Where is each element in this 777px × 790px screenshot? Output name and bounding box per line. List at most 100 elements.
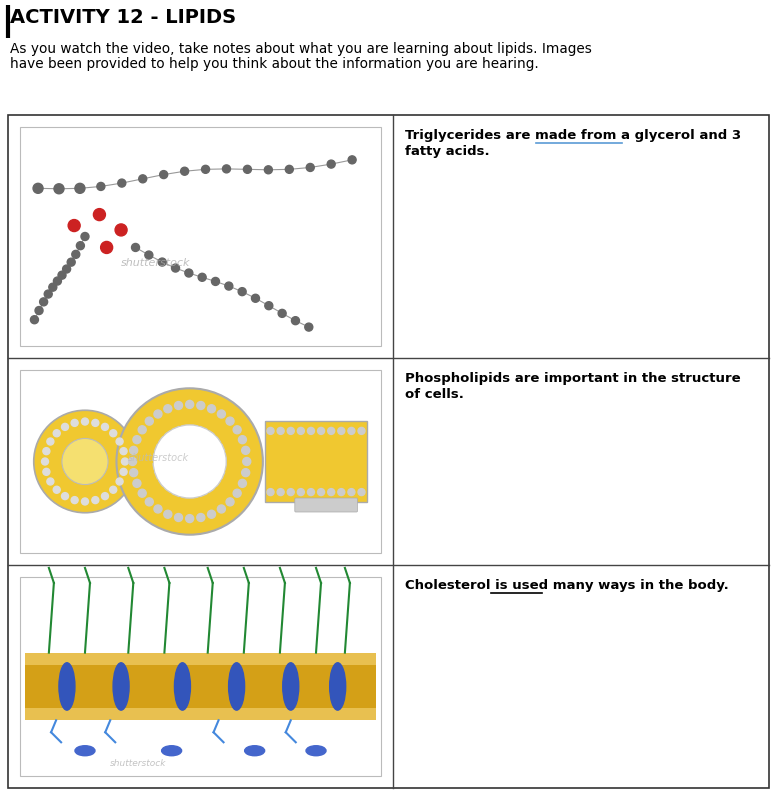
Circle shape: [252, 294, 260, 303]
Circle shape: [118, 179, 126, 187]
Bar: [20, 127, 381, 346]
Circle shape: [47, 438, 54, 445]
Circle shape: [338, 488, 345, 495]
Circle shape: [145, 251, 153, 259]
Circle shape: [41, 458, 48, 465]
FancyBboxPatch shape: [294, 498, 357, 512]
Circle shape: [242, 468, 249, 476]
Circle shape: [58, 271, 66, 279]
Circle shape: [67, 258, 75, 266]
Circle shape: [159, 258, 166, 266]
Circle shape: [226, 498, 234, 506]
Circle shape: [44, 290, 52, 298]
Circle shape: [63, 265, 71, 273]
Circle shape: [175, 514, 183, 521]
Circle shape: [201, 165, 210, 173]
Circle shape: [133, 480, 141, 487]
Circle shape: [97, 182, 105, 190]
Circle shape: [306, 164, 314, 171]
Circle shape: [327, 160, 335, 168]
Circle shape: [110, 487, 117, 493]
Ellipse shape: [162, 746, 182, 756]
Circle shape: [154, 410, 162, 418]
Ellipse shape: [245, 746, 265, 756]
Circle shape: [264, 166, 273, 174]
Circle shape: [348, 156, 356, 164]
Text: of cells.: of cells.: [405, 388, 464, 401]
Circle shape: [207, 510, 215, 518]
Circle shape: [198, 273, 206, 281]
Circle shape: [172, 264, 179, 272]
Circle shape: [138, 426, 146, 434]
Bar: [266, 421, 367, 502]
Circle shape: [101, 242, 113, 254]
Bar: [25, 653, 376, 665]
Ellipse shape: [75, 746, 95, 756]
Circle shape: [47, 478, 54, 485]
Circle shape: [338, 427, 345, 435]
Circle shape: [71, 419, 78, 427]
Circle shape: [278, 310, 286, 318]
Circle shape: [54, 184, 64, 194]
Circle shape: [76, 242, 85, 250]
Circle shape: [277, 427, 284, 435]
Circle shape: [93, 209, 106, 220]
Circle shape: [130, 446, 138, 454]
Circle shape: [75, 183, 85, 194]
Text: shutterstock: shutterstock: [110, 759, 167, 768]
Circle shape: [233, 489, 241, 497]
Circle shape: [43, 468, 50, 476]
Text: Cholesterol is used many ways in the body.: Cholesterol is used many ways in the bod…: [405, 579, 729, 592]
Circle shape: [207, 404, 215, 412]
Circle shape: [116, 438, 123, 445]
Text: Triglycerides are made from a glycerol and 3: Triglycerides are made from a glycerol a…: [405, 129, 741, 142]
Text: fatty acids.: fatty acids.: [405, 145, 490, 158]
Circle shape: [133, 435, 141, 444]
Circle shape: [358, 427, 365, 435]
Ellipse shape: [113, 663, 129, 710]
Circle shape: [348, 427, 355, 435]
Circle shape: [180, 167, 189, 175]
Circle shape: [267, 427, 274, 435]
Circle shape: [92, 419, 99, 427]
Circle shape: [102, 493, 109, 499]
Circle shape: [287, 427, 294, 435]
Circle shape: [81, 232, 89, 240]
Ellipse shape: [329, 663, 346, 710]
Circle shape: [298, 427, 305, 435]
Circle shape: [318, 488, 325, 495]
Circle shape: [164, 510, 172, 518]
Circle shape: [225, 282, 233, 290]
Circle shape: [211, 277, 219, 285]
Circle shape: [116, 478, 123, 485]
Circle shape: [308, 427, 315, 435]
Circle shape: [308, 488, 315, 495]
Circle shape: [131, 243, 140, 251]
Circle shape: [233, 426, 241, 434]
Circle shape: [239, 435, 246, 444]
Circle shape: [267, 488, 274, 495]
Circle shape: [30, 316, 38, 324]
Text: ACTIVITY 12 - LIPIDS: ACTIVITY 12 - LIPIDS: [10, 8, 236, 27]
Circle shape: [358, 488, 365, 495]
Bar: [25, 708, 376, 720]
Circle shape: [117, 389, 263, 535]
Circle shape: [53, 487, 61, 493]
Circle shape: [139, 175, 147, 182]
Circle shape: [120, 468, 127, 476]
Circle shape: [102, 423, 109, 431]
Text: As you watch the video, take notes about what you are learning about lipids. Ima: As you watch the video, take notes about…: [10, 42, 592, 56]
Circle shape: [128, 457, 137, 465]
Circle shape: [186, 401, 193, 408]
Circle shape: [43, 448, 50, 455]
Circle shape: [242, 457, 251, 465]
Text: have been provided to help you think about the information you are hearing.: have been provided to help you think abo…: [10, 57, 538, 71]
Circle shape: [145, 417, 153, 425]
Circle shape: [33, 410, 136, 513]
Circle shape: [164, 404, 172, 412]
Circle shape: [197, 514, 205, 521]
Text: shutterstock: shutterstock: [128, 453, 190, 463]
Circle shape: [348, 488, 355, 495]
Circle shape: [49, 283, 57, 292]
Circle shape: [33, 183, 43, 194]
